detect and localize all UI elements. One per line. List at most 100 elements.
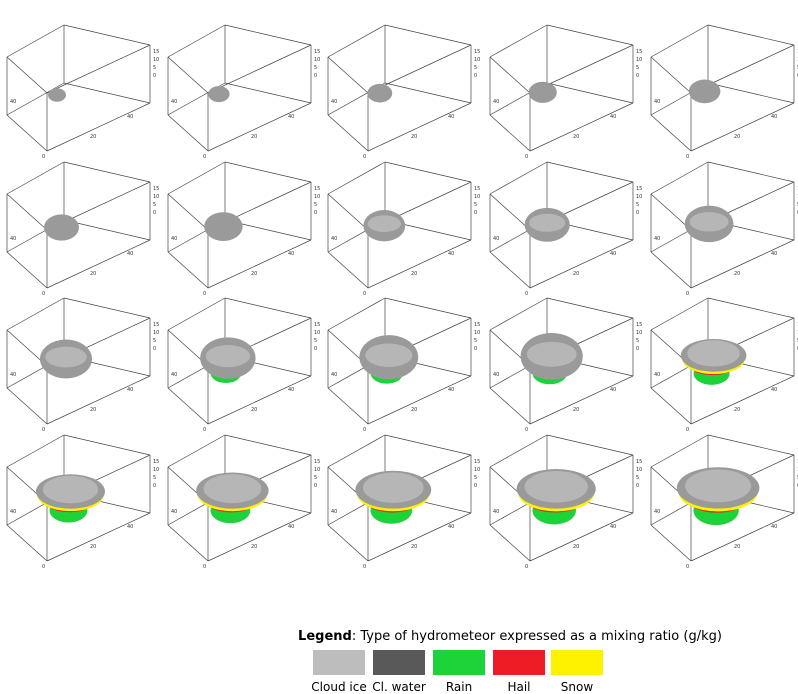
x-tick-label: 40: [610, 114, 616, 120]
box-edge: [46, 375, 151, 425]
box-edge: [167, 434, 226, 468]
box-edge: [167, 24, 226, 58]
x-tick-label: 0: [363, 291, 366, 297]
box-edge: [167, 387, 209, 425]
y-tick-label: 40: [654, 372, 660, 378]
z-tick-label: 15: [153, 459, 159, 465]
box-edge: [327, 114, 369, 152]
box-edge: [384, 297, 472, 319]
box-edge: [63, 219, 151, 241]
x-tick-label: 20: [411, 544, 417, 550]
box-edge: [367, 102, 472, 152]
z-tick-label: 15: [474, 459, 480, 465]
box-edge: [650, 193, 692, 231]
box-edge: [46, 102, 151, 152]
x-tick-label: 20: [734, 544, 740, 550]
box-edge: [384, 161, 472, 183]
z-tick-label: 15: [636, 459, 642, 465]
legend-label: Hail: [507, 680, 530, 694]
box-edge: [207, 239, 312, 289]
cloud-ice-blob: [688, 79, 721, 104]
box-edge: [224, 82, 312, 104]
z-tick-label: 0: [314, 73, 317, 79]
y-tick-label: 40: [10, 372, 16, 378]
box-edge: [489, 56, 531, 94]
box-edge: [489, 114, 531, 152]
legend-swatch: [551, 650, 603, 675]
box-edge: [63, 24, 151, 46]
x-tick-label: 40: [288, 387, 294, 393]
box-edge: [690, 375, 795, 425]
z-tick-label: 5: [314, 65, 317, 71]
cloud-ice-blob: [208, 86, 230, 103]
x-tick-label: 20: [251, 271, 257, 277]
box-edge: [6, 161, 65, 195]
z-tick-label: 15: [153, 49, 159, 55]
y-tick-label: 40: [171, 236, 177, 242]
box-edge: [384, 24, 472, 46]
box-edge: [546, 297, 634, 319]
x-tick-label: 0: [363, 154, 366, 160]
z-tick-label: 5: [474, 65, 477, 71]
z-tick-label: 10: [153, 330, 159, 336]
z-tick-label: 0: [153, 346, 156, 352]
y-tick-label: 40: [493, 236, 499, 242]
z-tick-label: 10: [636, 330, 642, 336]
box-edge: [529, 102, 634, 152]
box-edge: [650, 56, 692, 94]
box-edge: [707, 24, 795, 46]
legend-title: Legend: [298, 629, 352, 644]
cloud-ice-blob: [528, 81, 557, 103]
legend-label: Cloud ice: [311, 680, 366, 694]
x-tick-label: 40: [610, 387, 616, 393]
z-tick-label: 0: [636, 346, 639, 352]
box-edge: [650, 524, 692, 562]
box-edge: [327, 434, 386, 468]
box-edge: [46, 44, 151, 94]
cloud-ice-top: [362, 472, 424, 503]
x-tick-label: 0: [686, 291, 689, 297]
box-edge: [489, 387, 531, 425]
z-tick-label: 0: [314, 346, 317, 352]
x-tick-label: 0: [42, 564, 45, 570]
cloud-ice-blob: [367, 83, 393, 103]
box-edge: [224, 24, 312, 46]
x-tick-label: 0: [203, 564, 206, 570]
cloud-ice-top: [205, 345, 251, 368]
x-tick-label: 0: [42, 291, 45, 297]
x-tick-label: 20: [734, 407, 740, 413]
box-edge: [529, 375, 634, 425]
box-edge: [167, 56, 209, 94]
z-tick-label: 5: [153, 475, 156, 481]
box-edge: [224, 434, 312, 456]
legend-swatch: [313, 650, 365, 675]
cloud-ice-blob: [44, 214, 79, 241]
box-edge: [224, 161, 312, 183]
box-edge: [489, 161, 548, 195]
x-tick-label: 40: [610, 524, 616, 530]
z-tick-label: 0: [153, 210, 156, 216]
z-tick-label: 0: [474, 483, 477, 489]
box-edge: [63, 434, 151, 456]
z-tick-label: 0: [636, 73, 639, 79]
z-tick-label: 10: [314, 194, 320, 200]
box-edge: [529, 239, 634, 289]
y-tick-label: 40: [10, 99, 16, 105]
z-tick-label: 10: [314, 57, 320, 63]
box-edge: [63, 161, 151, 183]
box-edge: [489, 251, 531, 289]
z-tick-label: 0: [474, 73, 477, 79]
y-tick-label: 40: [654, 236, 660, 242]
box-edge: [327, 297, 386, 331]
x-tick-label: 40: [448, 114, 454, 120]
x-tick-label: 20: [573, 407, 579, 413]
z-tick-label: 0: [474, 346, 477, 352]
